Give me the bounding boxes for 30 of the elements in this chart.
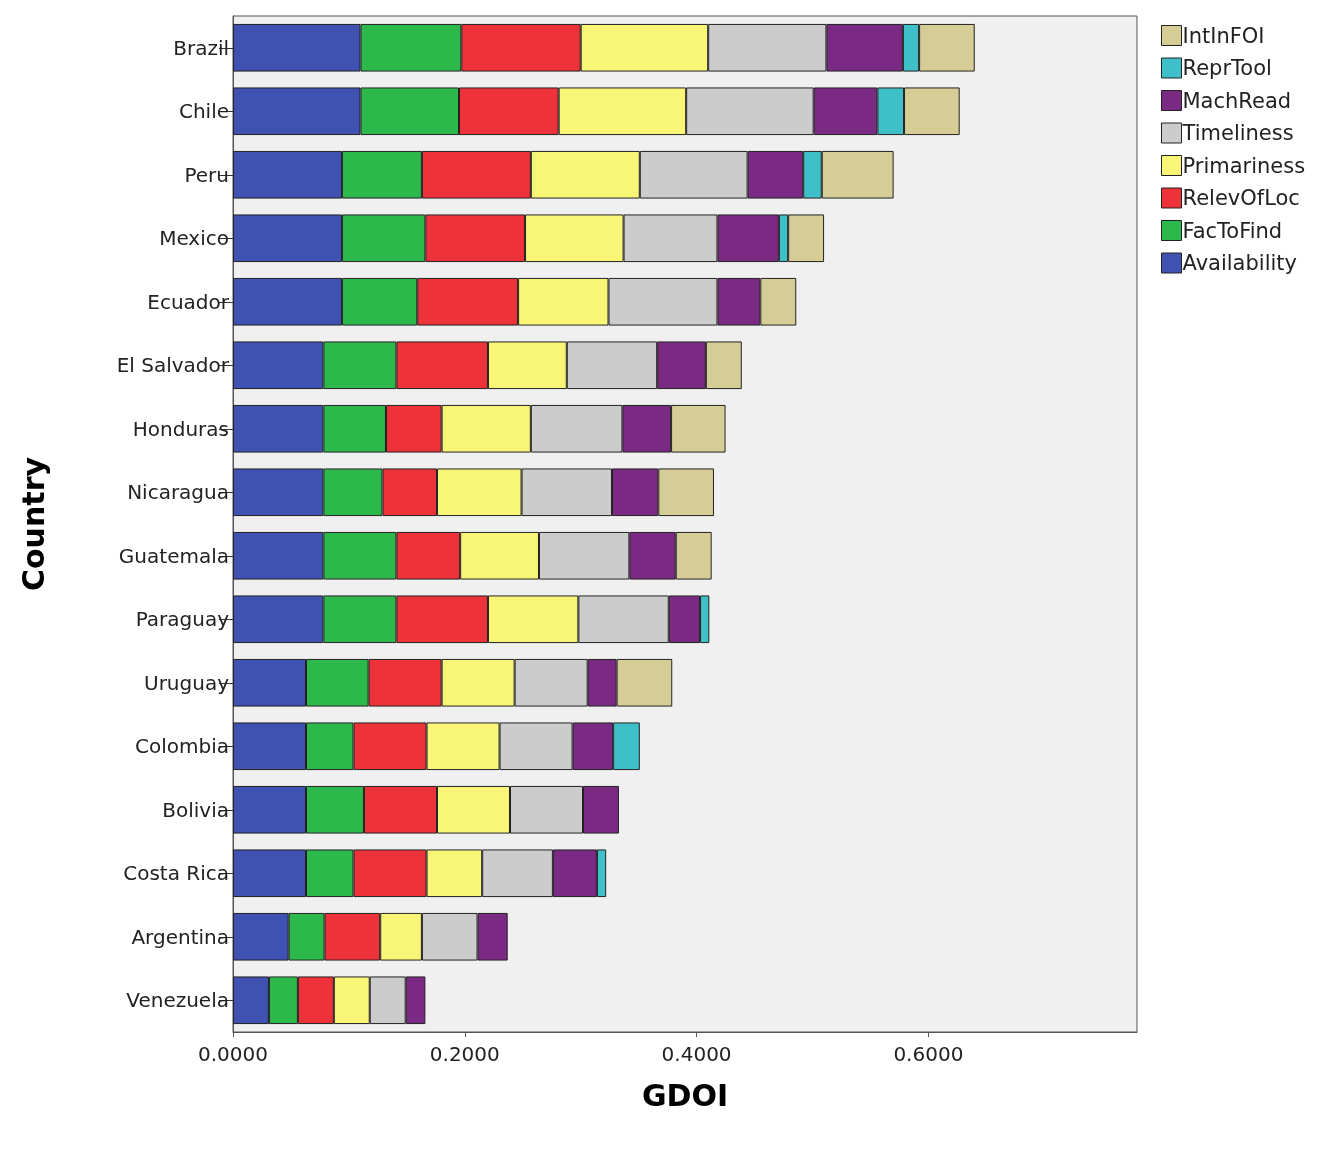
y-tick-label: Honduras	[132, 416, 229, 441]
x-tick-label: 0.0000	[198, 1042, 268, 1066]
y-axis-title: Country	[15, 456, 51, 592]
x-tick-label: 0.6000	[893, 1042, 964, 1066]
y-tick-label: Colombia	[135, 734, 229, 759]
y-tick-label: Bolivia	[162, 797, 229, 822]
y-tick-label: Guatemala	[118, 543, 229, 568]
legend-label: Availability	[1182, 251, 1297, 275]
legend-label: Primariness	[1182, 153, 1306, 178]
legend-label: Timeliness	[1181, 121, 1294, 145]
x-tick-label: 0.2000	[429, 1042, 500, 1066]
y-tick-label: Paraguay	[135, 607, 230, 632]
y-tick-label: Uruguay	[144, 670, 230, 695]
y-tick-label: Venezuela	[126, 988, 229, 1013]
legend-label: ReprTool	[1182, 56, 1272, 80]
y-tick-label: Peru	[184, 162, 229, 187]
legend-label: IntInFOI	[1182, 23, 1265, 48]
y-tick-label: Brazil	[173, 35, 229, 60]
legend-label: FacToFind	[1182, 218, 1283, 243]
y-tick-label: Chile	[178, 99, 229, 124]
y-tick-label: Costa Rica	[123, 861, 229, 886]
legend-label: MachRead	[1182, 88, 1292, 113]
x-tick-label: 0.4000	[661, 1042, 732, 1066]
y-tick-label: El Salvador	[116, 353, 230, 378]
y-tick-label: Nicaragua	[127, 480, 229, 505]
y-tick-label: Argentina	[131, 924, 229, 949]
y-tick-label: Mexico	[159, 226, 229, 251]
y-tick-label: Ecuador	[147, 289, 230, 314]
legend-label: RelevOfLoc	[1182, 186, 1300, 210]
x-axis-title: GDOI	[641, 1077, 729, 1113]
